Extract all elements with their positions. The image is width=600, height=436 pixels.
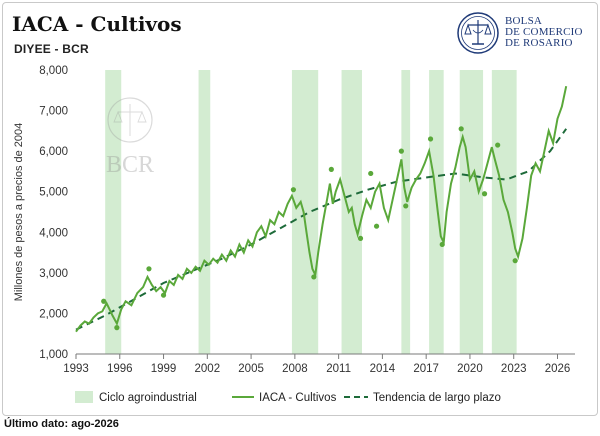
x-tick-label: 2026: [545, 363, 571, 375]
peak-marker-0: [101, 298, 107, 304]
x-tick-label: 2023: [501, 363, 527, 375]
peak-marker-4: [290, 187, 297, 193]
bcr-seal-icon: [457, 12, 499, 54]
peak-marker-6: [328, 166, 334, 172]
peak-marker-15: [481, 191, 488, 197]
legend-trend-label: Tendencia de largo plazo: [373, 392, 501, 404]
legend-bands-label: Ciclo agroindustrial: [99, 392, 197, 404]
agro-cycle-band-7: [491, 70, 517, 354]
peak-marker-12: [427, 136, 434, 142]
agro-cycle-band-6: [459, 70, 484, 354]
peak-marker-16: [495, 142, 501, 148]
x-tick-label: 2020: [457, 363, 483, 375]
peak-marker-2: [146, 266, 152, 272]
legend: Ciclo agroindustrial IACA - Cultivos Ten…: [75, 391, 501, 404]
peak-marker-7: [357, 235, 364, 241]
peak-marker-13: [439, 241, 445, 248]
peak-marker-11: [403, 203, 409, 209]
x-axis: 1993 1996 1999 2002 2005 2008 2011 2014 2017 2020…: [63, 353, 575, 375]
last-data-note: Último dato: ago-2026: [4, 418, 119, 430]
peak-marker-8: [368, 170, 374, 177]
agro-cycle-band-5: [429, 70, 444, 354]
iaca-cultivos-line: [75, 85, 568, 333]
peak-marker-3: [160, 292, 167, 298]
agro-cycle-band-1: [198, 70, 211, 354]
y-tick-label: 8,000: [39, 65, 68, 77]
agro-cycle-band-0: [105, 70, 122, 354]
logo-line-2: DE COMERCIO: [505, 26, 583, 38]
peak-marker-5: [311, 274, 317, 280]
peak-marker-14: [458, 126, 464, 132]
x-tick-label: 2005: [238, 363, 264, 375]
peak-marker-1: [114, 325, 120, 331]
x-tick-label: 1999: [151, 363, 177, 375]
y-axis-label: Millones de pesos a precios de 2004: [13, 123, 25, 302]
y-tick-label: 5,000: [39, 187, 68, 199]
y-tick-label: 2,000: [39, 308, 68, 320]
y-tick-label: 1,000: [39, 349, 68, 361]
x-tick-label: 2014: [370, 363, 396, 375]
agro-cycle-bands: [105, 70, 517, 354]
agro-cycle-band-4: [401, 70, 411, 354]
watermark-text: BCR: [106, 152, 154, 178]
bcr-watermark: BCR: [106, 97, 154, 178]
x-tick-label: 2017: [413, 363, 439, 375]
logo-line-3: DE ROSARIO: [505, 37, 573, 49]
trend-line: [75, 128, 568, 331]
x-tick-label: 1993: [63, 363, 89, 375]
y-tick-label: 3,000: [39, 268, 68, 280]
chart-title: IACA - Cultivos: [12, 12, 182, 36]
x-tick-label: 2011: [326, 363, 351, 375]
x-tick-label: 2008: [282, 363, 308, 375]
chart-subtitle: DIYEE - BCR: [14, 42, 89, 56]
y-tick-label: 7,000: [39, 106, 68, 118]
agro-cycle-band-2: [291, 70, 319, 354]
x-tick-label: 1996: [107, 363, 133, 375]
peak-marker-9: [373, 223, 380, 229]
y-tick-label: 4,000: [39, 227, 68, 239]
bcr-logo: BOLSA DE COMERCIO DE ROSARIO: [455, 10, 595, 58]
peak-marker-17: [512, 258, 518, 264]
x-tick-label: 2002: [195, 363, 221, 375]
peak-marker-10: [398, 148, 404, 154]
logo-line-1: BOLSA: [505, 15, 543, 27]
legend-band-swatch: [75, 391, 93, 403]
bcr-logo-text: BOLSA DE COMERCIO DE ROSARIO: [505, 16, 583, 49]
y-tick-label: 6,000: [39, 146, 68, 158]
peak-markers: [101, 126, 518, 331]
y-axis: 1,000 2,000 3,000 4,000 5,000 6,000 7,000 8,000: [39, 65, 68, 361]
legend-series-label: IACA - Cultivos: [259, 392, 337, 404]
